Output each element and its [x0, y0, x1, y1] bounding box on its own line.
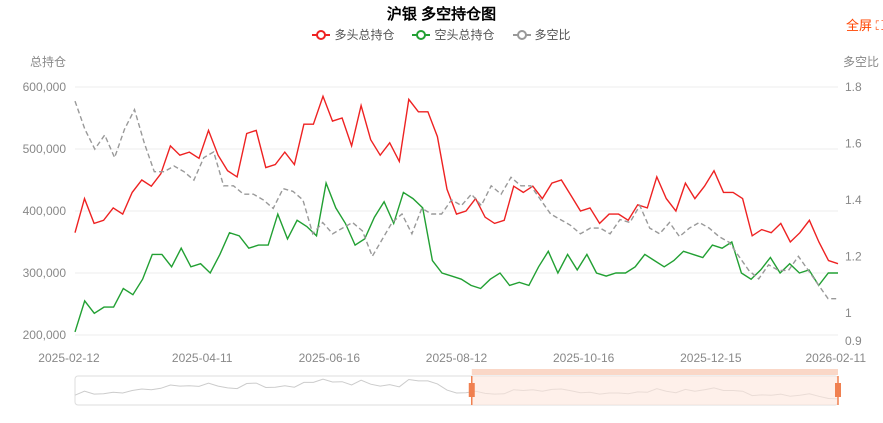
legend-label: 空头总持仓: [434, 28, 495, 42]
y-tick-right: 0.9: [845, 334, 862, 348]
y-tick-left: 200,000: [23, 328, 67, 342]
series-line-2: [74, 100, 838, 300]
legend-marker-icon: [412, 29, 431, 40]
y-axis-left-label: 总持仓: [30, 54, 66, 69]
legend-marker-icon: [312, 29, 331, 40]
x-tick: 2025-12-15: [680, 351, 742, 365]
fullscreen-button[interactable]: 全屏 ⛶: [846, 18, 883, 33]
x-tick: 2025-10-16: [553, 351, 615, 365]
slider-drag-bar[interactable]: [471, 369, 838, 375]
x-tick: 2025-06-16: [299, 351, 361, 365]
slider-handle-right[interactable]: [835, 376, 841, 405]
x-tick: 2025-02-12: [38, 351, 100, 365]
x-tick: 2025-08-12: [426, 351, 488, 365]
y-tick-right: 1.8: [845, 80, 862, 94]
y-tick-left: 300,000: [23, 266, 67, 280]
series-line-1: [74, 180, 838, 333]
slider-selected-range[interactable]: [471, 376, 838, 405]
legend-marker-icon: [512, 29, 531, 40]
slider-grip-icon: [835, 383, 841, 397]
y-axis-right-label: 多空比: [843, 55, 879, 69]
legend-label: 多空比: [534, 28, 571, 42]
y-tick-right: 1.4: [845, 193, 862, 207]
legend-item-short[interactable]: 空头总持仓: [412, 26, 495, 43]
data-zoom-slider[interactable]: [74, 369, 841, 406]
x-tick: 2025-04-11: [172, 351, 233, 365]
y-tick-right: 1: [845, 306, 852, 320]
legend-item-ratio[interactable]: 多空比: [512, 26, 571, 43]
y-tick-left: 600,000: [23, 80, 67, 94]
legend-item-long[interactable]: 多头总持仓: [312, 26, 394, 43]
chart-title: 沪银 多空持仓图: [386, 6, 497, 23]
y-tick-right: 1.6: [845, 136, 862, 150]
y-tick-left: 400,000: [23, 204, 67, 218]
slider-grip-icon: [468, 383, 475, 397]
legend-label: 多头总持仓: [334, 28, 395, 42]
legend: 多头总持仓 空头总持仓 多空比: [0, 26, 883, 43]
x-tick: 2026-02-11: [806, 351, 867, 365]
slider-handle-left[interactable]: [468, 376, 475, 405]
y-tick-right: 1.2: [845, 249, 862, 263]
fullscreen-label: 全屏: [846, 18, 873, 33]
y-tick-left: 500,000: [23, 142, 67, 156]
series-line-0: [74, 94, 839, 265]
